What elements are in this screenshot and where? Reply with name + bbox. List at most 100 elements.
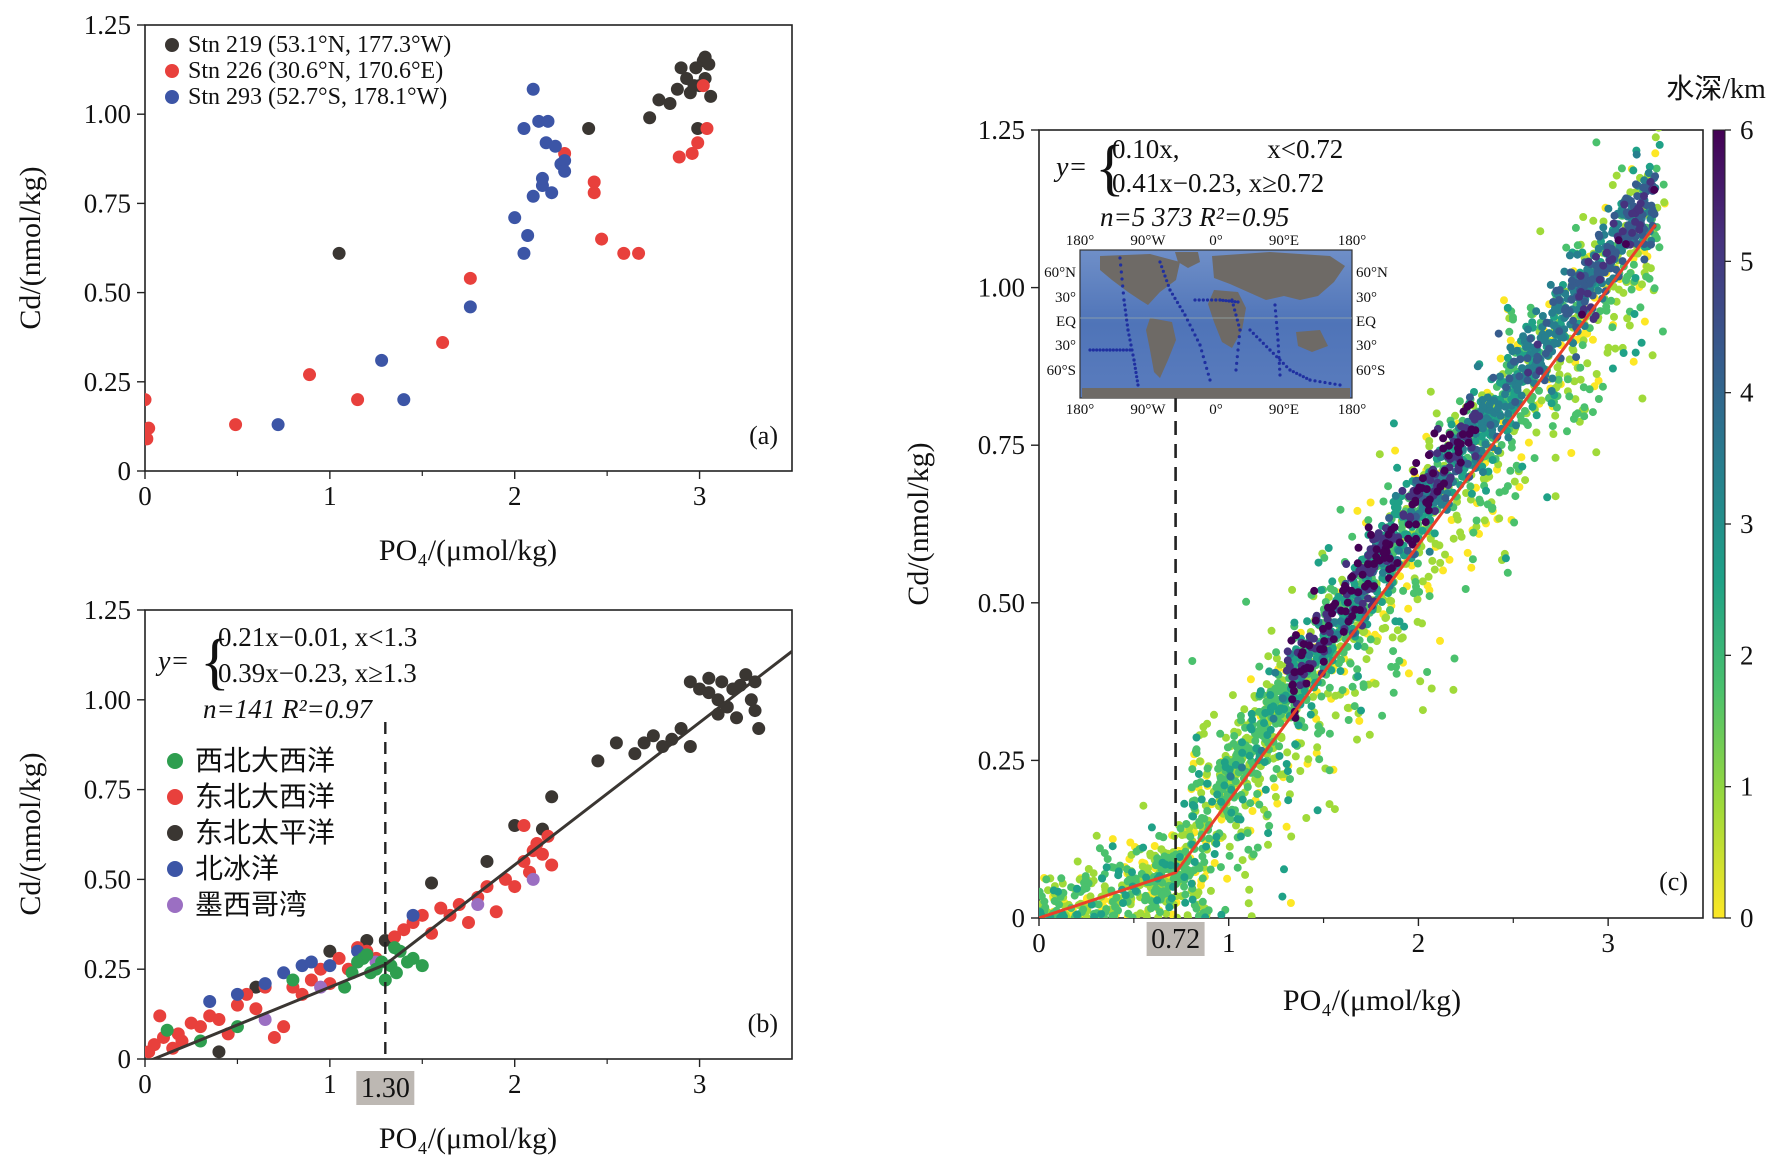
data-point — [1503, 568, 1512, 577]
map-station — [1124, 313, 1128, 317]
map-station — [1111, 348, 1115, 352]
x-tick-label: 2 — [508, 1069, 522, 1099]
data-point — [508, 819, 522, 833]
map-station — [1298, 373, 1302, 377]
data-point — [388, 930, 402, 944]
data-point — [147, 1038, 161, 1052]
data-point — [1187, 879, 1196, 888]
map-station — [1265, 345, 1269, 349]
data-point — [1447, 420, 1456, 429]
data-point — [1128, 868, 1136, 877]
map-station — [1163, 274, 1167, 278]
data-point — [1288, 695, 1297, 704]
map-lat-label: 60°N — [1356, 265, 1388, 281]
data-point — [1648, 351, 1657, 360]
data-point — [1450, 654, 1459, 663]
map-lat-label: EQ — [1356, 314, 1376, 330]
data-point — [1619, 349, 1628, 357]
y-tick-label: 1.25 — [978, 115, 1025, 145]
data-point — [1530, 454, 1539, 463]
data-point — [691, 136, 705, 150]
data-point — [1084, 865, 1093, 873]
data-point — [652, 93, 666, 107]
data-point — [1628, 209, 1637, 218]
data-point — [1263, 810, 1272, 819]
map-station — [1170, 292, 1175, 296]
data-point — [1441, 550, 1449, 559]
data-point — [1210, 859, 1219, 867]
data-point — [1431, 507, 1439, 516]
data-point — [1200, 858, 1209, 867]
map-station — [1237, 341, 1241, 345]
data-point — [1465, 393, 1474, 402]
data-point — [1227, 808, 1236, 817]
inset-map-stations — [1088, 256, 1342, 387]
data-point — [1195, 821, 1204, 830]
map-station — [1224, 299, 1228, 303]
data-point — [1331, 599, 1340, 608]
data-point — [1404, 669, 1413, 678]
data-point — [1412, 459, 1421, 467]
data-point — [1424, 451, 1433, 460]
data-point — [229, 418, 243, 432]
data-point — [1548, 422, 1557, 431]
data-point — [1306, 710, 1315, 719]
data-point — [1494, 404, 1502, 413]
map-station — [1308, 378, 1312, 382]
map-station — [1101, 348, 1105, 352]
data-point — [323, 944, 337, 958]
data-point — [1324, 544, 1333, 552]
map-station — [1273, 303, 1277, 307]
data-point — [425, 876, 439, 890]
data-point — [1070, 891, 1079, 900]
data-point — [1285, 790, 1294, 799]
data-point — [1619, 288, 1628, 297]
data-point — [1536, 227, 1545, 236]
data-point — [558, 164, 572, 178]
data-point — [1656, 87, 1664, 95]
data-point — [591, 754, 605, 768]
data-point — [1225, 851, 1234, 860]
panel-c-ylabel: Cd/(nmol/kg) — [902, 442, 935, 605]
data-point — [1147, 823, 1156, 832]
map-station — [1230, 298, 1234, 302]
data-point — [1604, 343, 1613, 352]
data-point — [739, 668, 753, 682]
data-point — [1506, 336, 1515, 345]
data-point — [1592, 448, 1601, 457]
data-point — [1518, 462, 1527, 471]
map-station — [1333, 382, 1337, 386]
inset-map-land — [1082, 252, 1350, 398]
data-point — [1610, 211, 1619, 220]
data-point — [1365, 730, 1374, 739]
data-point — [1364, 551, 1373, 560]
map-station — [1278, 367, 1282, 371]
data-point — [545, 186, 559, 200]
data-point — [1278, 892, 1287, 901]
legend-label: 墨西哥湾 — [195, 889, 307, 921]
data-point — [1233, 863, 1242, 872]
map-station — [1195, 338, 1200, 342]
panel-c-frame — [1038, 129, 1704, 919]
data-point — [1569, 316, 1578, 325]
map-station — [1121, 284, 1125, 288]
data-point — [1180, 882, 1189, 891]
panel-b-equation: y= { 0.21x−0.01, x<1.3 0.39x−0.23, x≥1.3… — [155, 622, 417, 724]
map-lat-label: 30° — [1356, 290, 1377, 306]
data-point — [1248, 715, 1257, 724]
colorbar-tick-label: 0 — [1740, 903, 1754, 933]
legend-label: 东北太平洋 — [195, 817, 335, 849]
map-station — [1158, 260, 1162, 264]
data-point — [1466, 400, 1475, 409]
data-point — [1303, 617, 1312, 626]
data-point — [1455, 397, 1464, 406]
data-point — [1325, 766, 1334, 775]
data-point — [609, 736, 623, 750]
map-station — [1227, 299, 1231, 303]
data-point — [1336, 667, 1345, 675]
data-point — [1367, 530, 1375, 539]
data-point — [1430, 529, 1439, 538]
data-point — [1410, 467, 1419, 476]
data-point — [1390, 523, 1399, 532]
data-point — [1655, 243, 1664, 252]
